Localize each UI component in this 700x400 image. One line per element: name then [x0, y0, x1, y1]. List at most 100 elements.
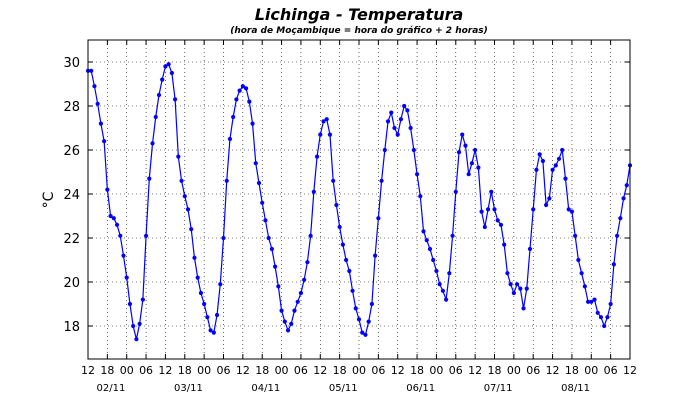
data-point [302, 277, 307, 282]
data-point [489, 189, 494, 194]
data-point [560, 147, 565, 153]
data-point [608, 301, 613, 307]
data-point [418, 194, 423, 199]
data-point [602, 323, 607, 329]
data-point [111, 216, 116, 221]
data-point [269, 246, 274, 252]
data-point [544, 202, 549, 208]
data-point [376, 216, 381, 221]
data-point [327, 132, 333, 137]
series-layer [85, 62, 633, 342]
data-point [114, 222, 120, 227]
data-point [173, 97, 178, 102]
data-point [150, 141, 155, 146]
data-point [289, 321, 294, 326]
data-point [450, 233, 455, 238]
data-point [227, 136, 233, 142]
data-point [131, 323, 136, 329]
data-point [143, 233, 149, 238]
data-point [324, 117, 329, 122]
x-tick-label: 12 [81, 364, 95, 377]
data-point [540, 158, 545, 164]
data-point [563, 176, 568, 181]
data-point [402, 103, 407, 109]
data-point [331, 178, 336, 183]
x-tick-label: 18 [178, 364, 192, 377]
data-point [456, 150, 462, 155]
data-point [124, 275, 129, 280]
data-point [398, 117, 404, 122]
data-point [318, 132, 323, 137]
data-point [595, 310, 600, 315]
data-point [569, 209, 575, 214]
data-point [414, 172, 420, 177]
x-tick-label: 18 [333, 364, 347, 377]
y-tick-label: 24 [63, 188, 80, 203]
data-point [421, 229, 426, 234]
data-point [273, 264, 278, 269]
y-axis-label: °C [41, 191, 57, 208]
x-tick-label: 18 [488, 364, 502, 377]
data-point [169, 70, 174, 76]
data-point [518, 286, 523, 291]
data-point [160, 77, 165, 82]
y-tick-label: 30 [63, 56, 80, 71]
data-point [473, 147, 478, 153]
temperature-line [88, 63, 631, 340]
data-point [314, 154, 320, 159]
x-tick-label: 12 [623, 364, 637, 377]
x-tick-label: 06 [526, 364, 540, 377]
date-label: 05/11 [329, 383, 358, 394]
y-tick-label: 20 [63, 276, 80, 291]
data-point [356, 317, 362, 322]
x-tick-label: 00 [429, 364, 443, 377]
data-point [408, 125, 413, 131]
x-tick-label: 12 [468, 364, 482, 377]
data-point [366, 319, 371, 324]
data-point [176, 154, 181, 159]
x-tick-label: 12 [313, 364, 327, 377]
data-point [524, 286, 529, 291]
data-point [108, 213, 113, 219]
data-point [534, 167, 539, 172]
x-tick-label: 00 [197, 364, 211, 377]
date-label: 08/11 [561, 383, 590, 394]
x-axis: 12 18 00 06 12 18 00 06 12 18 00 06 12 18 00 06 12 18 00 06… [81, 40, 637, 377]
data-point [353, 306, 358, 311]
data-point [592, 297, 597, 302]
data-point [463, 143, 468, 148]
data-point [127, 301, 133, 307]
data-point [498, 222, 504, 227]
data-point [166, 62, 171, 67]
x-tick-label: 06 [371, 364, 385, 377]
data-point [431, 257, 436, 263]
date-label: 03/11 [174, 383, 203, 394]
data-point [253, 161, 258, 166]
x-tick-label: 06 [217, 364, 231, 377]
x-tick-label: 06 [604, 364, 618, 377]
data-point [231, 114, 236, 120]
data-point [334, 202, 339, 208]
data-point [598, 315, 604, 320]
data-point [589, 299, 594, 304]
data-point [118, 233, 123, 238]
data-point [363, 332, 368, 337]
data-point [453, 189, 458, 194]
data-point [482, 224, 487, 230]
data-point [240, 84, 245, 89]
date-label: 07/11 [484, 383, 513, 394]
data-point [198, 290, 204, 296]
data-point [340, 242, 345, 247]
data-point [256, 180, 262, 186]
data-point [234, 97, 239, 102]
y-tick-label: 22 [63, 232, 80, 247]
data-point [182, 194, 187, 199]
data-point [92, 84, 97, 89]
data-point [389, 110, 394, 115]
data-point [527, 246, 533, 252]
date-label: 04/11 [251, 383, 280, 394]
data-point [369, 301, 375, 307]
data-point [531, 207, 536, 212]
data-point [469, 161, 475, 166]
data-point [427, 246, 433, 252]
